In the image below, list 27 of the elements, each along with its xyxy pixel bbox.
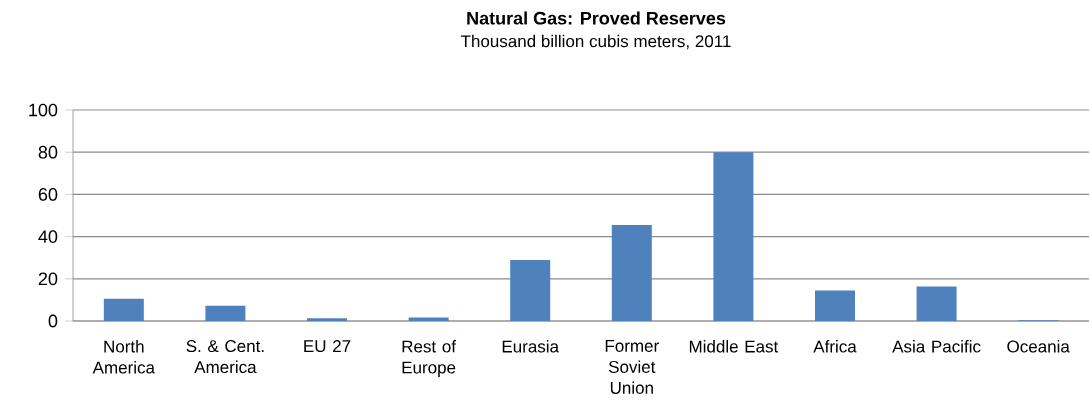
- y-tick-label: 20: [38, 272, 58, 286]
- x-tick-label: S. & Cent. America: [186, 340, 264, 374]
- x-tick-label: Asia Pacific: [892, 340, 981, 353]
- x-tick-label: Middle East: [689, 340, 779, 353]
- bar: [713, 152, 754, 321]
- bar: [510, 260, 551, 321]
- bar: [408, 317, 449, 321]
- y-tick-label: 40: [38, 230, 58, 243]
- x-tick-label: Rest of Europe: [402, 340, 457, 377]
- y-tick-label: 0: [48, 314, 58, 328]
- chart-title: Natural Gas: Proved Reserves: [467, 11, 726, 25]
- bar: [307, 318, 347, 321]
- x-tick-label: North America: [92, 340, 155, 374]
- x-tick-label: EU 27: [304, 340, 351, 353]
- bar: [205, 305, 246, 321]
- bar: [916, 286, 957, 321]
- y-tick-label: 100: [29, 103, 58, 117]
- x-tick-label: Africa: [813, 340, 857, 353]
- chart-subtitle: Thousand billion cubis meters, 2011: [460, 34, 731, 50]
- bar: [611, 225, 652, 321]
- bar: [103, 298, 144, 321]
- y-tick-label: 80: [38, 145, 58, 159]
- x-tick-label: Eurasia: [502, 340, 559, 353]
- x-tick-label: Oceania: [1007, 340, 1070, 353]
- bar: [815, 290, 855, 321]
- x-tick-label: Former Soviet Union: [605, 340, 659, 394]
- y-tick-label: 60: [38, 188, 58, 201]
